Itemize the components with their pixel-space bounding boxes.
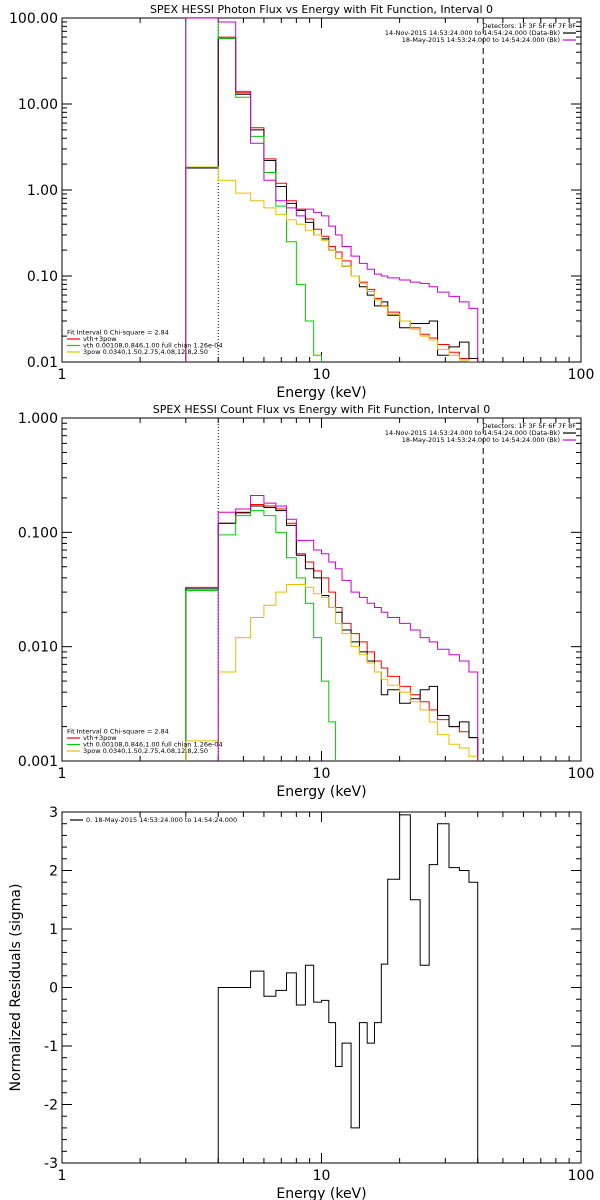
legend-entry: vth+3pow — [83, 335, 117, 343]
y-tick-label: 0.001 — [18, 754, 58, 770]
x-tick-label: 10 — [313, 766, 331, 782]
legend-entry: 18-May-2015 14:53:24.000 to 14:54:24.000… — [402, 36, 560, 44]
legend-entry: Fit Interval 0 Chi-square = 2.84 — [67, 728, 169, 736]
photon-panel: SPEX HESSI Photon Flux vs Energy with Fi… — [9, 3, 594, 401]
y-tick-label: -2 — [44, 1098, 58, 1114]
legend-entry: Detectors: 1F 3F 5F 6F 7F 8F — [482, 422, 576, 430]
photon-series-group — [185, 18, 479, 362]
legend-entry: 3pow 0.0340,1.50,2.75,4.08,12.8,2.50 — [83, 348, 208, 356]
x-tick-label: 100 — [568, 766, 595, 782]
x-tick-label: 100 — [568, 1168, 595, 1184]
photon-title: SPEX HESSI Photon Flux vs Energy with Fi… — [150, 3, 493, 16]
y-tick-label: 10.00 — [18, 97, 58, 113]
count-series-black — [185, 505, 479, 761]
photon-series-magenta — [185, 18, 479, 362]
y-tick-label: 1.000 — [18, 411, 58, 427]
y-tick-label: -3 — [44, 1156, 58, 1172]
residuals-frame — [61, 811, 582, 1164]
residuals-series-black — [217, 814, 479, 1163]
count-series-group — [185, 494, 479, 761]
count-title: SPEX HESSI Count Flux vs Energy with Fit… — [153, 403, 490, 416]
legend-entry: 0. 18-May-2015 14:53:24.000 to 14:54:24.… — [86, 816, 237, 824]
residuals-xlabel: Energy (keV) — [276, 1186, 366, 1200]
legend-entry: vth 0.00108,0.846,1.00 full chian 1.26e-… — [83, 342, 223, 350]
x-tick-label: 100 — [568, 367, 595, 383]
count-xlabel: Energy (keV) — [276, 784, 366, 800]
residuals-series-group — [217, 814, 479, 1163]
y-tick-label: -1 — [44, 1039, 58, 1055]
y-tick-label: 2 — [49, 864, 58, 880]
photon-series-green — [185, 18, 322, 362]
legend-entry: 18-May-2015 14:53:24.000 to 14:54:24.000… — [402, 436, 560, 444]
x-tick-label: 1 — [58, 1168, 67, 1184]
y-tick-label: 3 — [49, 805, 58, 821]
x-tick-label: 10 — [313, 1168, 331, 1184]
legend-entry: 3pow 0.0340,1.50,2.75,4.08,12.8,2.50 — [83, 747, 208, 755]
legend-entry: 14-Nov-2015 14:53:24.000 to 14:54:24.000… — [385, 29, 560, 37]
y-tick-label: 0.100 — [18, 525, 58, 541]
x-tick-label: 10 — [313, 367, 331, 383]
legend-entry: vth 0.00108,0.846,1.00 full chian 1.26e-… — [83, 741, 223, 749]
x-tick-label: 1 — [58, 367, 67, 383]
count-series-red — [185, 504, 479, 761]
residuals-ylabel: Normalized Residuals (sigma) — [8, 884, 24, 1092]
y-tick-label: 0 — [49, 981, 58, 997]
y-tick-label: 0.010 — [18, 640, 58, 656]
y-tick-label: 0.10 — [27, 269, 58, 285]
residuals-panel: 1 10 100 Energy (keV) -3 -2 -1 0 1 2 3 Normalized R… — [8, 805, 594, 1200]
count-series-green — [185, 510, 337, 761]
legend-entry: 14-Nov-2015 14:53:24.000 to 14:54:24.000… — [385, 429, 560, 437]
legend-entry: Detectors: 1F 3F 5F 6F 7F 8F — [482, 22, 576, 30]
y-tick-label: 1 — [49, 922, 58, 938]
photon-frame — [61, 17, 582, 363]
photon-series-yellow — [185, 166, 470, 362]
legend-entry: Fit Interval 0 Chi-square = 2.84 — [67, 329, 169, 337]
y-tick-label: 0.01 — [27, 355, 58, 371]
y-tick-label: 1.00 — [27, 183, 58, 199]
x-tick-label: 1 — [58, 766, 67, 782]
photon-series-black — [185, 37, 479, 362]
count-panel: SPEX HESSI Count Flux vs Energy with Fit… — [18, 403, 594, 800]
photon-series-red — [185, 36, 479, 362]
legend-entry: vth+3pow — [83, 734, 117, 742]
y-tick-label: 100.00 — [9, 11, 58, 27]
count-series-yellow — [185, 583, 479, 761]
count-series-magenta — [217, 494, 479, 761]
photon-xlabel: Energy (keV) — [276, 385, 366, 401]
